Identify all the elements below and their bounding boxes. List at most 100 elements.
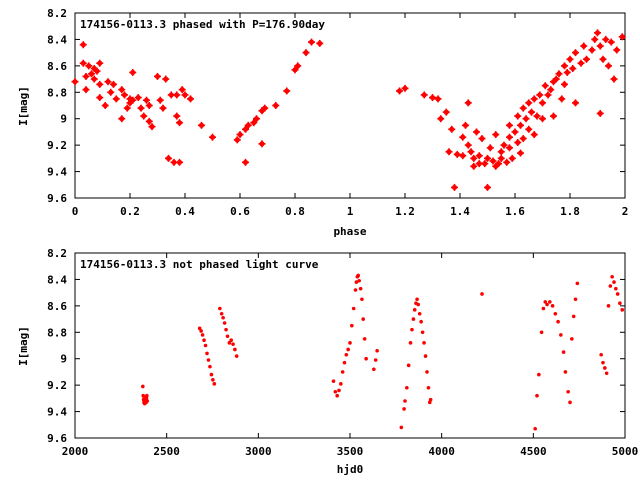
- data-point: [364, 356, 368, 361]
- data-point: [362, 337, 367, 341]
- data-point: [604, 371, 609, 376]
- data-point: [203, 343, 208, 348]
- data-point: [462, 121, 469, 129]
- plot-frame-unphased: [74, 252, 626, 439]
- data-point: [373, 358, 378, 362]
- data-point: [575, 281, 580, 286]
- data-point: [412, 308, 417, 312]
- data-point: [156, 96, 164, 104]
- data-point: [541, 82, 549, 90]
- data-point: [459, 152, 467, 160]
- x-tick-label: 2: [622, 205, 629, 218]
- data-point: [93, 67, 101, 75]
- data-point: [354, 280, 359, 284]
- data-point: [401, 84, 409, 92]
- data-point: [594, 29, 601, 37]
- data-point: [561, 62, 568, 70]
- data-point: [550, 112, 557, 120]
- data-point: [225, 334, 230, 339]
- data-point: [173, 91, 181, 99]
- y-tick-label: 9.2: [47, 139, 67, 152]
- x-axis-label-phase: phase: [333, 225, 366, 238]
- data-point: [176, 158, 183, 166]
- data-point: [353, 288, 358, 292]
- data-point: [202, 338, 206, 343]
- data-point: [451, 183, 458, 191]
- data-point: [162, 75, 170, 83]
- data-point: [548, 300, 552, 304]
- data-point: [570, 337, 574, 341]
- data-point: [205, 351, 209, 356]
- data-point: [417, 311, 422, 316]
- data-point: [478, 135, 486, 143]
- data-point: [242, 158, 249, 166]
- data-point: [608, 284, 613, 288]
- data-point: [143, 96, 150, 104]
- data-point: [154, 72, 161, 80]
- y-tick-label: 9.6: [47, 432, 67, 445]
- data-point: [434, 95, 442, 103]
- data-point: [495, 160, 502, 168]
- data-point: [511, 128, 519, 136]
- data-point: [308, 38, 315, 46]
- x-tick-label: 0.6: [230, 205, 250, 218]
- y-tick-label: 9.4: [47, 406, 67, 419]
- data-point: [399, 425, 404, 430]
- y-tick-label: 9.6: [47, 192, 67, 205]
- data-point: [583, 55, 590, 63]
- data-point: [572, 99, 579, 107]
- data-point: [96, 94, 104, 102]
- data-point: [159, 104, 167, 112]
- data-point: [123, 104, 131, 112]
- data-point: [101, 102, 109, 109]
- data-point: [233, 136, 241, 144]
- chart-title-phased: 174156-0113.3 phased with P=176.90day: [80, 18, 325, 31]
- data-point: [601, 360, 605, 365]
- data-point: [599, 55, 607, 63]
- data-point: [453, 150, 461, 158]
- data-point: [561, 80, 568, 88]
- data-point: [222, 321, 227, 325]
- data-point: [402, 407, 406, 411]
- data-point: [517, 149, 524, 157]
- data-point: [543, 300, 548, 304]
- data-point: [610, 75, 618, 83]
- data-point: [572, 49, 579, 57]
- data-point: [348, 341, 352, 345]
- data-point: [316, 39, 324, 47]
- data-point: [229, 338, 233, 343]
- data-point: [90, 75, 98, 83]
- data-point: [606, 304, 611, 308]
- data-point: [544, 91, 552, 99]
- data-point: [209, 133, 216, 141]
- y-tick-label: 8.4: [47, 33, 67, 46]
- data-point: [566, 389, 570, 394]
- data-point: [219, 311, 224, 316]
- data-point: [519, 135, 527, 143]
- data-point: [227, 341, 232, 345]
- data-point: [350, 323, 354, 328]
- data-point: [605, 62, 612, 70]
- data-point: [514, 112, 522, 120]
- data-point: [333, 389, 338, 394]
- data-point: [535, 393, 539, 398]
- x-tick-label: 0: [72, 205, 79, 218]
- data-point: [291, 66, 299, 74]
- data-point: [620, 308, 625, 312]
- data-point: [541, 306, 546, 311]
- data-point: [484, 154, 491, 162]
- data-point: [403, 399, 407, 403]
- data-point: [224, 327, 228, 332]
- data-point: [218, 306, 222, 311]
- data-point: [415, 297, 419, 302]
- x-tick-label: 2000: [62, 445, 89, 458]
- data-point: [181, 91, 189, 99]
- data-point: [408, 341, 413, 345]
- x-tick-label: 0.8: [285, 205, 305, 218]
- data-point: [614, 286, 618, 291]
- data-point: [559, 333, 563, 337]
- y-tick-label: 8.8: [47, 326, 67, 339]
- y-tick-label: 9.4: [47, 166, 67, 179]
- data-point: [396, 87, 403, 95]
- data-point: [335, 393, 339, 398]
